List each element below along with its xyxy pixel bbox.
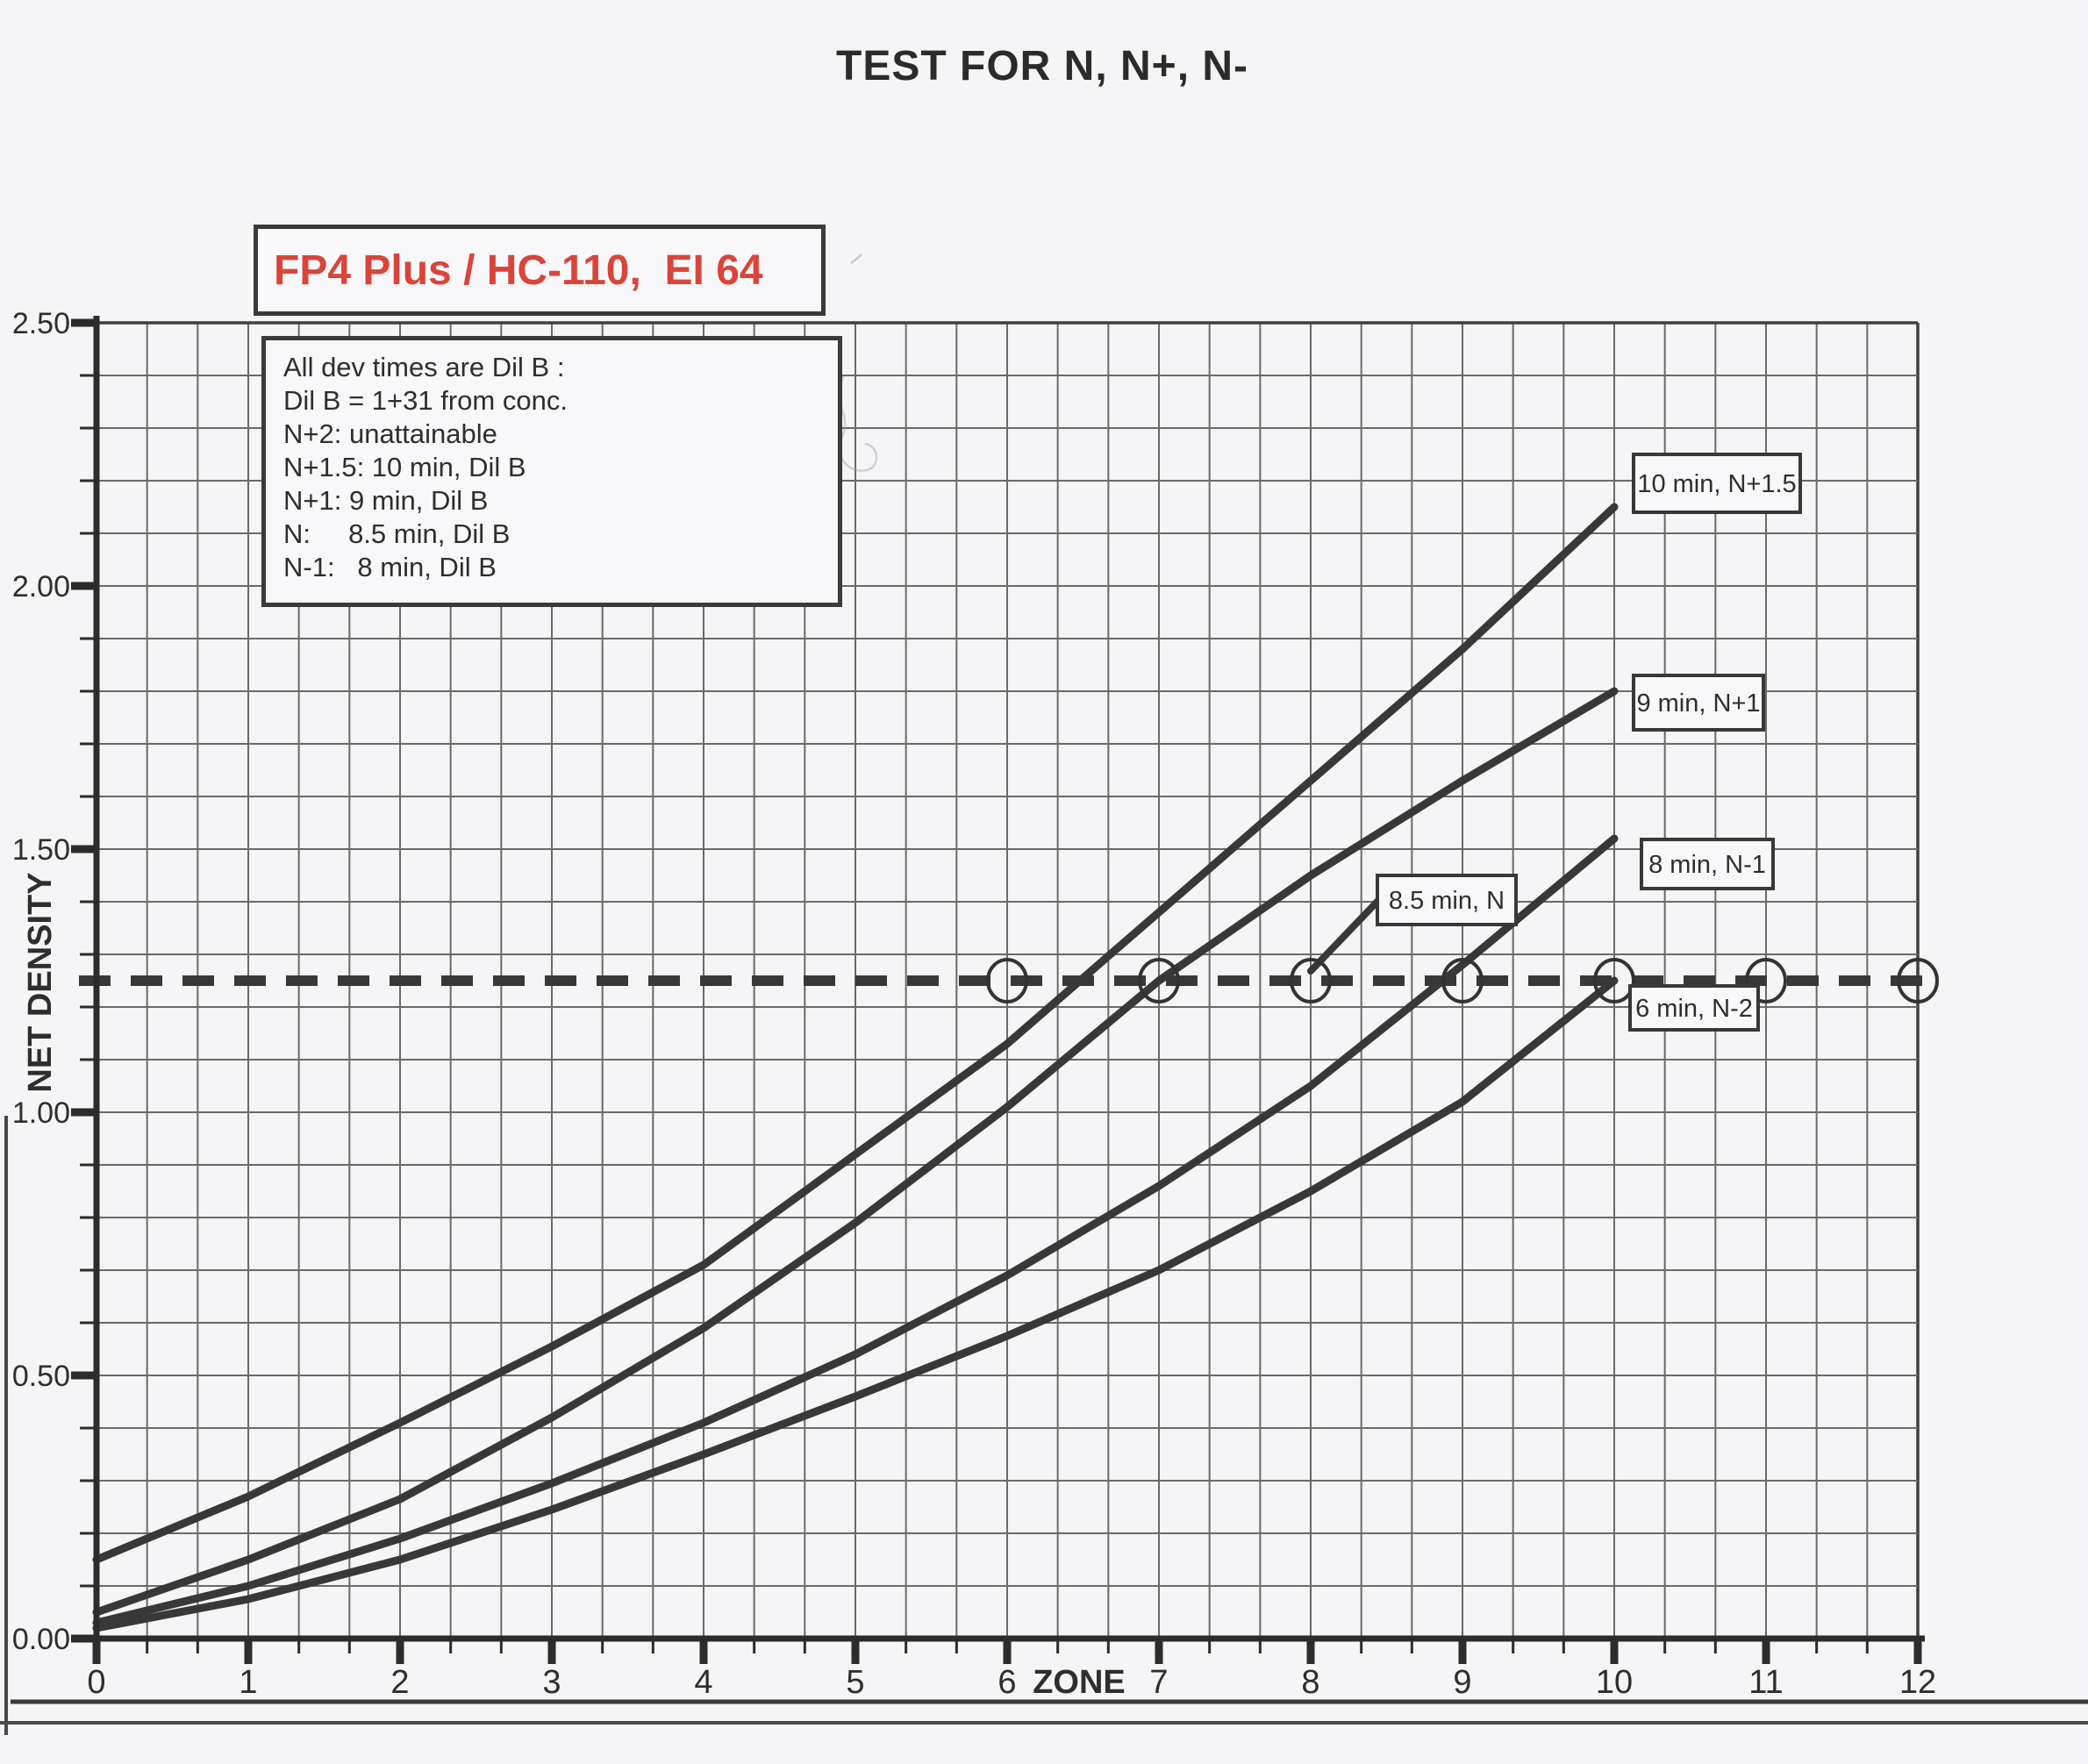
curve-label-frame xyxy=(1376,874,1518,926)
target-circle-zone-8 xyxy=(1290,958,1332,1003)
curve-label-layer: 10 min, N+1.5 9 min, N+1 8 min, N-1 6 min, … xyxy=(1376,453,1802,1032)
curve-label-frame xyxy=(1628,984,1760,1032)
x-tick-label-6: 6 xyxy=(998,1664,1016,1701)
x-tick-label-5: 5 xyxy=(846,1664,864,1701)
page-title: TEST FOR N, N+, N- xyxy=(836,43,1249,89)
y-tick-label-2.00: 2.00 xyxy=(12,570,70,603)
curve-label-text: 9 min, N+1 xyxy=(1636,689,1760,718)
x-tick-label-3: 3 xyxy=(542,1664,561,1701)
curve-label-box-N-2: 6 min, N-2 xyxy=(1628,984,1760,1032)
axes-layer xyxy=(71,316,1925,1664)
x-tick-label-10: 10 xyxy=(1596,1664,1633,1701)
x-tick-label-1: 1 xyxy=(239,1664,257,1701)
x-tick-label-4: 4 xyxy=(694,1664,712,1701)
curve-label-frame xyxy=(1640,838,1775,890)
x-tick-label-2: 2 xyxy=(390,1664,409,1701)
x-tick-label-9: 9 xyxy=(1453,1664,1471,1701)
y-tick-label-2.50: 2.50 xyxy=(12,307,70,340)
curve-label-frame xyxy=(1632,674,1765,732)
film-title-text: FP4 Plus / HC-110, EI 64 xyxy=(274,246,763,294)
tick-label-layer: 0 1 2 3 4 5 6 7 8 9 10 11 120.000.501.001.502.002.50 xyxy=(12,307,1936,1701)
target-circle-zone-11 xyxy=(1745,958,1787,1003)
curve-label-box-N+1.5: 10 min, N+1.5 xyxy=(1632,453,1802,514)
curve-N-1 xyxy=(92,834,1619,1627)
curve-label-text: 10 min, N+1.5 xyxy=(1637,470,1796,498)
y-tick-label-0.00: 0.00 xyxy=(12,1623,70,1656)
notes-line: N+1: 9 min, Dil B xyxy=(283,485,489,516)
curve-label-box-N-1: 8 min, N-1 xyxy=(1640,838,1775,890)
y-tick-label-1.00: 1.00 xyxy=(12,1096,70,1130)
y-tick-label-1.50: 1.50 xyxy=(12,833,70,867)
notes-line: N+2: unattainable xyxy=(283,418,497,449)
target-circle-zone-9 xyxy=(1441,958,1484,1003)
scan-smudge-mark xyxy=(850,254,862,264)
target-circle-zone-10 xyxy=(1593,958,1635,1003)
curve-N+1.5 xyxy=(92,503,1619,1564)
grid-layer xyxy=(97,321,1920,1639)
x-tick-label-12: 12 xyxy=(1899,1664,1936,1701)
y-axis-title: NET DENSITY xyxy=(22,872,59,1092)
x-axis-title: ZONE xyxy=(1033,1664,1126,1701)
notes-line: N+1.5: 10 min, Dil B xyxy=(283,452,526,482)
dev-times-notes-box: All dev times are Dil B : Dil B = 1+31 f… xyxy=(261,336,842,607)
notes-line: All dev times are Dil B : xyxy=(283,352,565,382)
x-tick-label-11: 11 xyxy=(1748,1664,1783,1701)
curve-label-box-N: 8.5 min, N xyxy=(1376,874,1518,926)
x-tick-label-0: 0 xyxy=(87,1664,105,1701)
target-circle-zone-6 xyxy=(986,958,1028,1003)
scan-smudge-mark xyxy=(838,375,878,472)
curve-N+1 xyxy=(92,687,1619,1617)
curve-N-2 xyxy=(92,976,1619,1632)
film-title-box: FP4 Plus / HC-110, EI 64 xyxy=(254,225,826,316)
curve-label-text: 8.5 min, N xyxy=(1389,887,1505,915)
target-circles-layer xyxy=(986,958,1939,1003)
curve-label-text: 6 min, N-2 xyxy=(1635,995,1753,1023)
target-circle-zone-7 xyxy=(1138,958,1180,1003)
curve-label-frame xyxy=(1632,453,1802,514)
curve-label-box-N+1: 9 min, N+1 xyxy=(1632,674,1765,732)
notes-line: Dil B = 1+31 from conc. xyxy=(283,385,568,416)
x-tick-label-8: 8 xyxy=(1301,1664,1319,1701)
curves-layer xyxy=(92,503,1619,1632)
x-tick-label-7: 7 xyxy=(1149,1664,1168,1701)
notes-line: N: 8.5 min, Dil B xyxy=(283,518,511,549)
curve-label-text: 8 min, N-1 xyxy=(1648,851,1766,879)
target-circle-zone-12 xyxy=(1897,958,1939,1003)
notes-line: N-1: 8 min, Dil B xyxy=(283,552,497,582)
y-tick-label-0.50: 0.50 xyxy=(12,1360,70,1393)
